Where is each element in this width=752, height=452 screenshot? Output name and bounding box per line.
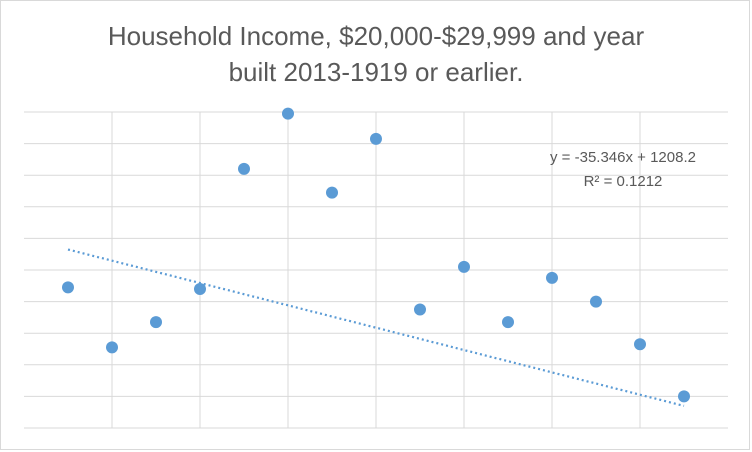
data-point bbox=[106, 341, 118, 354]
linear-trendline bbox=[67, 248, 685, 407]
trendline-equation-group: y = -35.346x + 1208.2 R² = 0.1212 bbox=[550, 149, 696, 190]
data-point bbox=[238, 162, 250, 175]
trendline-r-squared: R² = 0.1212 bbox=[584, 173, 663, 190]
trendline-group bbox=[67, 248, 685, 407]
chart-title-line-1: Household Income, $20,000-$29,999 and ye… bbox=[107, 21, 645, 51]
data-point bbox=[150, 316, 162, 329]
data-point bbox=[326, 186, 338, 199]
gridlines bbox=[24, 111, 728, 429]
data-point bbox=[414, 303, 426, 316]
data-point bbox=[458, 260, 470, 273]
data-points bbox=[62, 107, 690, 403]
data-point bbox=[282, 107, 294, 120]
data-point bbox=[678, 390, 690, 403]
chart-title: Household Income, $20,000-$29,999 and ye… bbox=[0, 18, 752, 90]
data-point bbox=[194, 282, 206, 295]
data-point bbox=[502, 316, 514, 329]
data-point bbox=[590, 295, 602, 308]
data-point bbox=[370, 132, 382, 145]
chart-title-line-2: built 2013-1919 or earlier. bbox=[228, 57, 524, 87]
data-point bbox=[62, 281, 74, 294]
data-point bbox=[634, 338, 646, 351]
trendline-equation: y = -35.346x + 1208.2 bbox=[550, 149, 696, 166]
data-point bbox=[546, 271, 558, 284]
